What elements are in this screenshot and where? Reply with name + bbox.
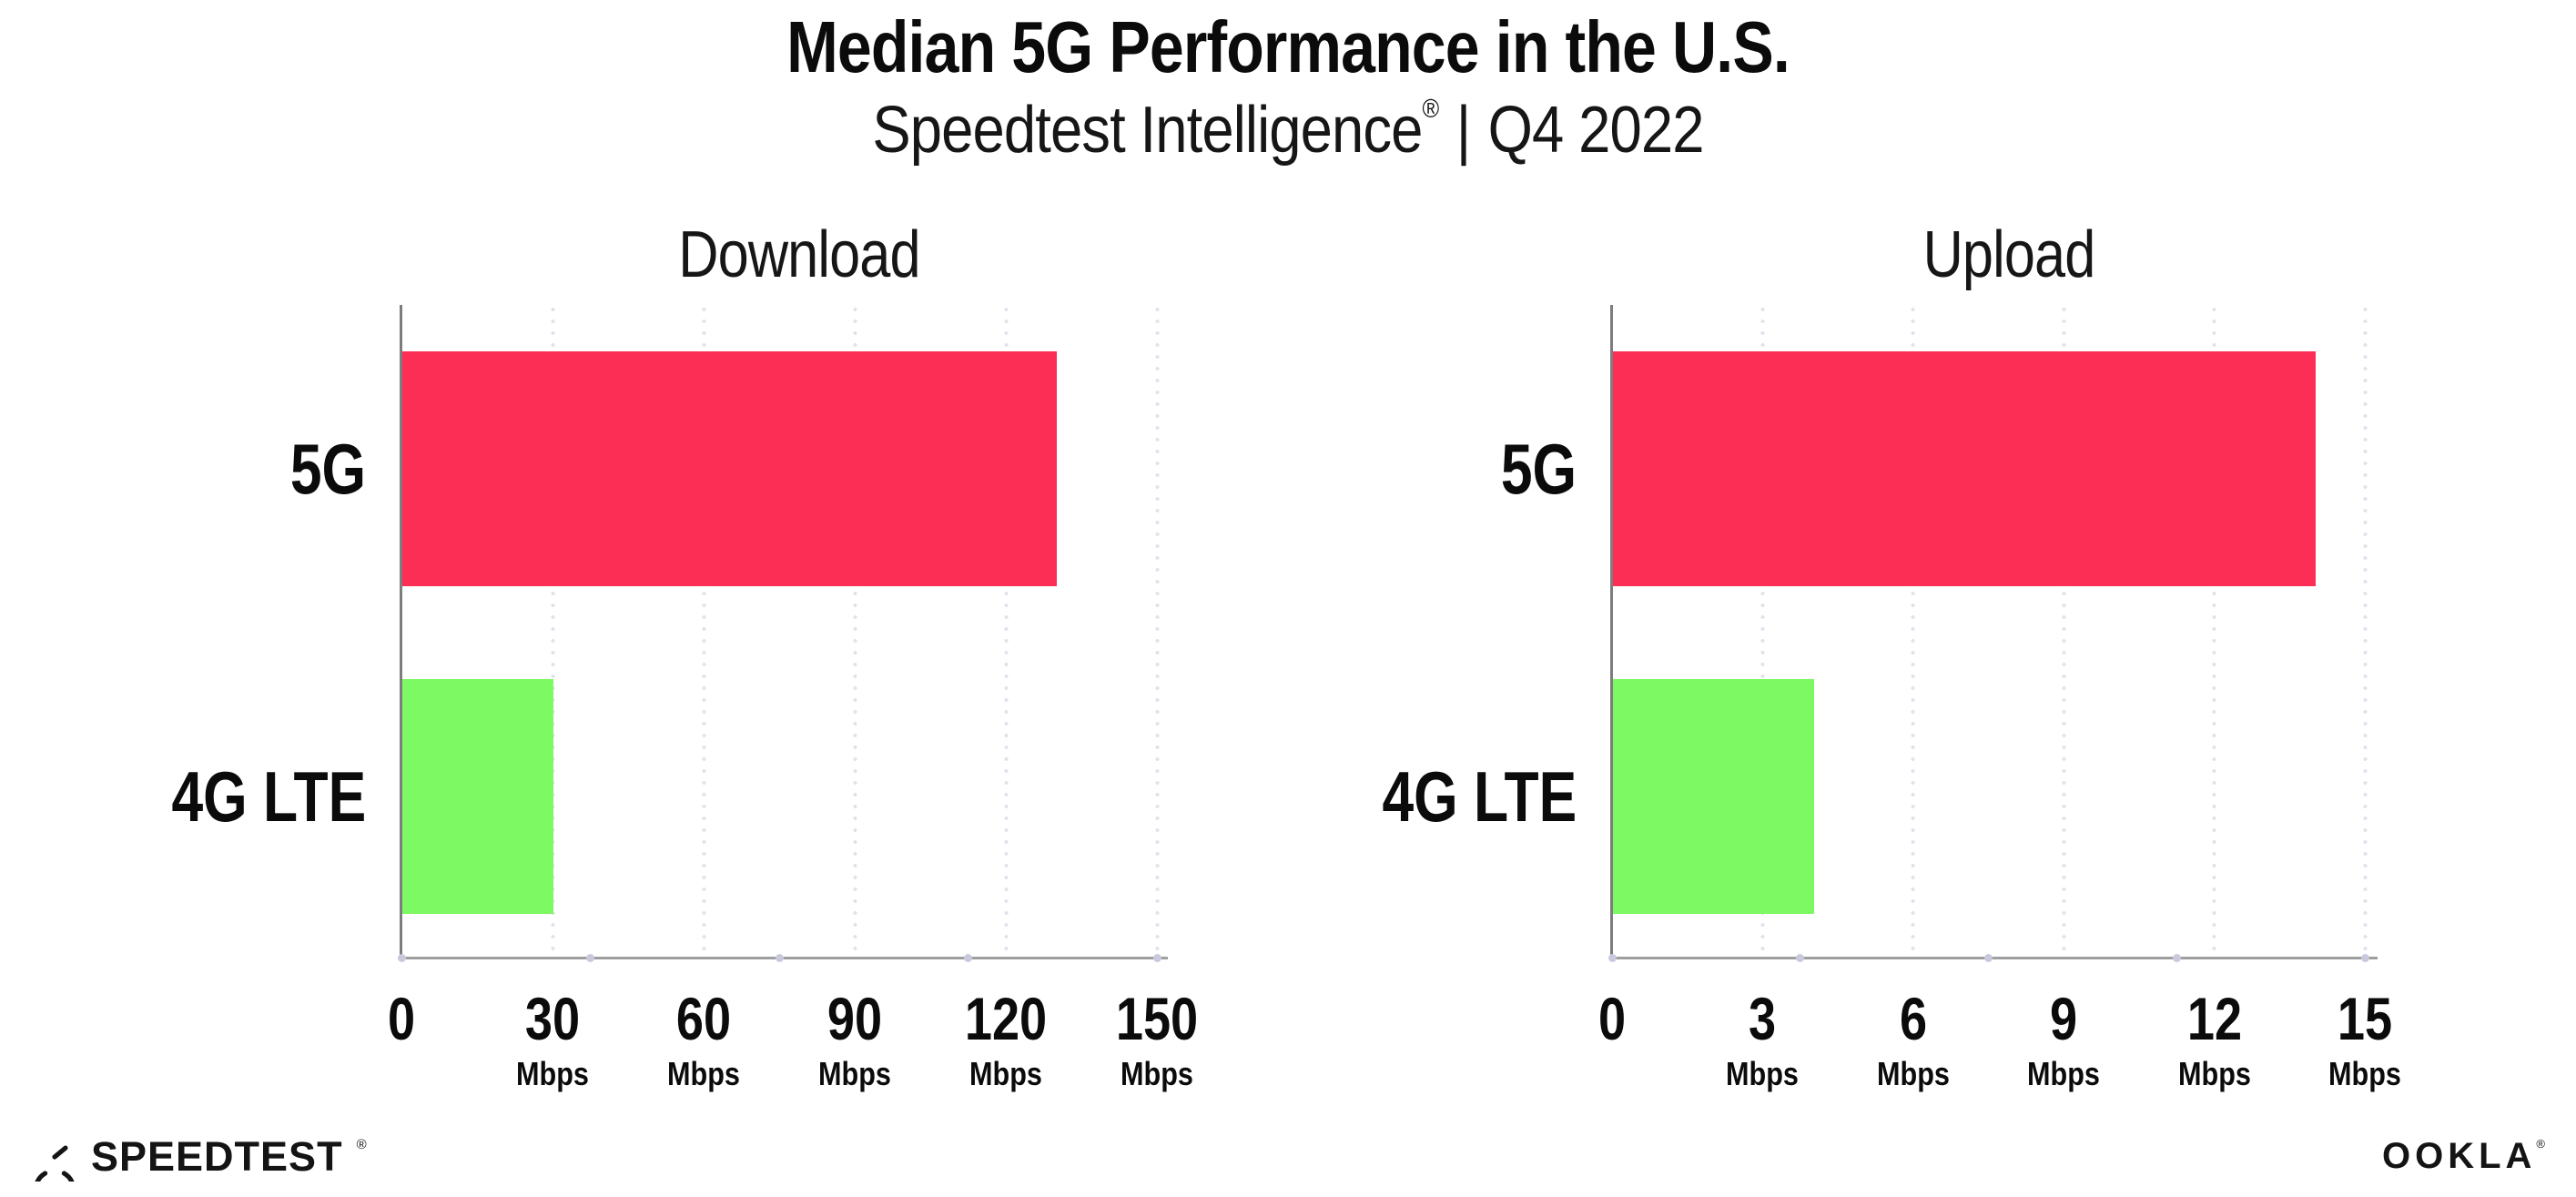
x-tick-value: 9 [2050,985,2078,1052]
x-tick-upload-9: 9 Mbps [1927,989,2200,1090]
category-label-text: 5G [289,429,366,509]
x-tick-download-30: 30 Mbps [416,989,689,1090]
x-tick-value: 150 [1115,985,1199,1052]
ookla-wordmark: OOKLA [2381,1136,2537,1176]
subtitle-divider: | [1455,94,1471,167]
gridline-download-120 [1003,305,1009,958]
speedtest-logo: SPEEDTEST ® [30,1132,367,1182]
x-tick-download-0: 0 [265,989,538,1049]
x-tick-value: 90 [827,985,883,1052]
gridline-upload-9 [2061,305,2066,958]
page-subtitle: Speedtest Intelligence® | Q4 2022 [155,93,2421,168]
x-tick-unit: Mbps [2177,1055,2251,1092]
category-label-text: 5G [1500,429,1577,509]
x-tick-upload-6: 6 Mbps [1777,989,2050,1090]
panel-title-upload: Upload [1922,218,2095,291]
x-axis-line-upload [1610,957,2378,959]
x-tick-unit: Mbps [516,1055,589,1092]
x-tick-value: 60 [675,985,732,1052]
x-tick-value: 15 [2337,985,2393,1052]
x-tick-unit: Mbps [667,1055,740,1092]
x-tick-value: 120 [964,985,1048,1052]
x-tick-download-150: 150 Mbps [1020,989,1293,1090]
x-tick-unit: Mbps [2328,1055,2401,1092]
bar-download-4g-lte [402,679,553,914]
x-tick-download-120: 120 Mbps [869,989,1142,1090]
x-tick-unit: Mbps [818,1055,891,1092]
category-label-upload-0: 5G [1167,433,1577,504]
gridline-upload-12 [2212,305,2217,958]
category-label-text: 4G LTE [171,756,366,837]
page-title: Median 5G Performance in the U.S. [786,6,1790,87]
x-tick-value: 6 [1899,985,1927,1052]
category-label-text: 4G LTE [1382,756,1577,837]
x-axis-line-download [400,957,1168,959]
axis-dot [1152,954,1161,962]
x-tick-value: 3 [1749,985,1777,1052]
axis-dot [397,954,406,962]
y-axis-line-upload [1610,305,1613,959]
bar-upload-5g [1613,351,2316,586]
axis-dot [2172,954,2181,962]
x-tick-download-90: 90 Mbps [718,989,991,1090]
x-tick-unit: Mbps [1876,1055,1950,1092]
x-tick-unit: Mbps [2027,1055,2101,1092]
category-label-upload-1: 4G LTE [1167,761,1577,832]
axis-dot [586,954,594,962]
gridline-upload-15 [2362,305,2368,958]
x-tick-upload-15: 15 Mbps [2228,989,2501,1090]
bar-download-5g [402,351,1057,586]
x-tick-download-60: 60 Mbps [567,989,840,1090]
speedtest-registered-mark: ® [356,1136,367,1152]
y-axis-line-download [400,305,402,959]
subtitle-brand: Speedtest Intelligence [872,94,1423,167]
category-label-download-1: 4G LTE [0,761,366,832]
axis-dot [1984,954,1993,962]
ookla-registered-mark: ® [2536,1136,2545,1151]
bar-upload-4g-lte [1613,679,1814,914]
axis-dot [1607,954,1617,962]
x-tick-upload-3: 3 Mbps [1626,989,1899,1090]
x-tick-unit: Mbps [1121,1055,1193,1092]
x-tick-value: 12 [2186,985,2242,1052]
axis-dot [2360,954,2369,962]
speedtest-gauge-icon [35,1145,75,1182]
speedtest-wordmark: SPEEDTEST [91,1133,343,1180]
x-tick-value: 0 [1597,985,1627,1052]
x-tick-unit: Mbps [1726,1055,1800,1092]
x-tick-upload-12: 12 Mbps [2078,989,2351,1090]
axis-dot [1796,954,1805,962]
panel-title-download: Download [678,218,920,291]
registered-mark: ® [1422,95,1440,124]
axis-dot [964,954,972,962]
gridline-upload-3 [1760,305,1765,958]
x-tick-value: 30 [524,985,581,1052]
axis-dot [775,954,784,962]
gridline-upload-6 [1911,305,1916,958]
x-tick-upload-0: 0 [1476,989,1749,1049]
x-tick-value: 0 [387,985,416,1052]
gridline-download-150 [1154,305,1160,958]
x-tick-unit: Mbps [969,1055,1042,1092]
subtitle-period: Q4 2022 [1487,94,1705,167]
gridline-download-60 [701,305,706,958]
gridline-download-90 [852,305,857,958]
category-label-download-0: 5G [0,433,366,504]
gridline-download-30 [550,305,555,958]
ookla-logo: OOKLA® [2382,1136,2545,1176]
